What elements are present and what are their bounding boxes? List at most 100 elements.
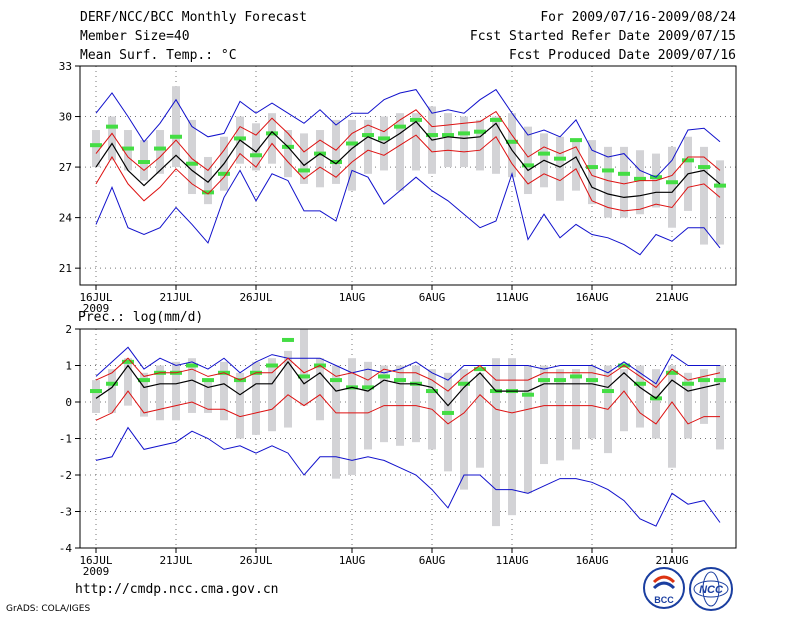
spread-box	[412, 365, 420, 443]
median-mark	[378, 136, 390, 141]
median-mark	[586, 165, 598, 170]
median-mark	[330, 378, 342, 383]
spread-box	[332, 119, 340, 184]
spread-box	[268, 113, 276, 164]
mean-minus-sd-line	[95, 390, 720, 425]
x-tick-label: 11AUG	[495, 554, 528, 567]
ncc-logo: NCC	[689, 567, 733, 611]
median-mark	[394, 124, 406, 129]
spread-box	[684, 372, 692, 439]
spread-box	[268, 358, 276, 432]
max-line	[95, 346, 720, 385]
spread-box	[204, 156, 212, 205]
median-mark	[362, 385, 374, 390]
spread-box	[156, 365, 164, 421]
spread-box	[588, 140, 596, 205]
max-line	[95, 88, 721, 178]
median-mark	[522, 392, 534, 397]
spread-box	[476, 372, 484, 468]
median-mark	[410, 117, 422, 122]
ensemble-mean-line	[95, 120, 721, 199]
spread-box	[604, 146, 612, 218]
x-tick-label: 16AUG	[575, 554, 608, 567]
min-line	[95, 426, 721, 527]
median-mark	[474, 129, 486, 134]
median-mark	[202, 378, 214, 383]
median-mark	[282, 337, 294, 342]
median-mark	[442, 133, 454, 138]
median-mark	[266, 131, 278, 136]
median-mark	[458, 131, 470, 136]
median-mark	[202, 190, 214, 195]
spread-box	[140, 372, 148, 417]
median-mark	[602, 389, 614, 394]
median-mark	[138, 378, 150, 383]
median-mark	[298, 168, 310, 173]
median-mark	[570, 374, 582, 379]
median-mark	[490, 117, 502, 122]
bcc-logo: BCC	[643, 567, 685, 609]
spread-box	[556, 136, 564, 201]
spread-box	[188, 358, 196, 413]
median-mark	[170, 134, 182, 139]
median-mark	[106, 381, 118, 386]
bcc-logo-text: BCC	[654, 595, 674, 605]
spread-box	[508, 113, 516, 178]
median-mark	[618, 171, 630, 176]
spread-box	[108, 369, 116, 413]
forecast-period: For 2009/07/16-2009/08/24	[540, 10, 736, 25]
median-mark	[90, 143, 102, 148]
spread-box	[524, 126, 532, 195]
y-tick-label: 2	[65, 323, 72, 336]
spread-box	[364, 361, 372, 450]
spread-box	[492, 116, 500, 174]
median-mark	[186, 363, 198, 368]
spread-box	[92, 130, 100, 168]
spread-box	[284, 130, 292, 178]
x-tick-label: 21JUL	[159, 554, 192, 567]
median-mark	[426, 133, 438, 138]
grads-credit: GrADS: COLA/IGES	[6, 604, 91, 614]
chart-title: DERF/NCC/BCC Monthly Forecast	[80, 10, 307, 25]
x-tick-label: 16JUL	[79, 554, 112, 567]
spread-box	[172, 86, 180, 168]
spread-box	[364, 119, 372, 174]
spread-box	[348, 358, 356, 475]
source-url[interactable]: http://cmdp.ncc.cma.gov.cn	[75, 582, 279, 597]
spread-box	[508, 358, 516, 516]
refer-date: Fcst Started Refer Date 2009/07/15	[469, 29, 736, 44]
spread-box	[588, 365, 596, 439]
spread-box	[92, 380, 100, 413]
y-tick-label: 21	[59, 262, 72, 275]
median-mark	[458, 381, 470, 386]
spread-box	[652, 369, 660, 439]
spread-box	[524, 365, 532, 494]
x-tick-label: 6AUG	[419, 291, 446, 304]
spread-box	[716, 160, 724, 245]
median-mark	[378, 374, 390, 379]
spread-box	[204, 380, 212, 413]
median-mark	[106, 124, 118, 129]
y-tick-label: 1	[65, 360, 72, 373]
median-mark	[426, 389, 438, 394]
x-tick-label: 16AUG	[575, 291, 608, 304]
spread-box	[444, 372, 452, 472]
median-mark	[586, 378, 598, 383]
median-mark	[570, 138, 582, 143]
median-mark	[90, 389, 102, 394]
y-tick-label: -2	[59, 469, 72, 482]
median-mark	[122, 359, 134, 364]
spread-box	[332, 365, 340, 479]
plot-frame	[79, 65, 737, 286]
median-mark	[554, 378, 566, 383]
median-mark	[538, 378, 550, 383]
x-tick-label: 21JUL	[159, 291, 192, 304]
median-mark	[714, 183, 726, 188]
median-mark	[186, 161, 198, 166]
median-mark	[154, 146, 166, 151]
spread-box	[124, 358, 132, 406]
spread-box	[444, 113, 452, 168]
median-mark	[698, 165, 710, 170]
median-mark	[218, 171, 230, 176]
